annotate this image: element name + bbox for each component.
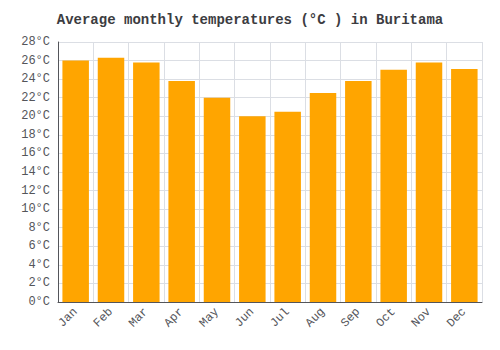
- svg-text:12°C: 12°C: [21, 184, 50, 198]
- svg-text:Feb: Feb: [91, 305, 116, 330]
- svg-text:May: May: [197, 305, 222, 330]
- svg-text:2°C: 2°C: [28, 276, 50, 290]
- svg-text:Jun: Jun: [232, 305, 257, 330]
- svg-text:28°C: 28°C: [21, 35, 50, 49]
- svg-text:10°C: 10°C: [21, 202, 50, 216]
- svg-text:6°C: 6°C: [28, 239, 50, 253]
- svg-text:Oct: Oct: [373, 305, 398, 330]
- svg-text:Dec: Dec: [444, 305, 469, 330]
- svg-text:8°C: 8°C: [28, 221, 50, 235]
- svg-text:18°C: 18°C: [21, 128, 50, 142]
- svg-text:Jul: Jul: [267, 305, 292, 330]
- svg-text:Average monthly temperatures (: Average monthly temperatures (°C ) in Bu…: [57, 12, 444, 28]
- svg-text:4°C: 4°C: [28, 258, 50, 272]
- svg-text:Nov: Nov: [409, 305, 434, 330]
- svg-text:16°C: 16°C: [21, 146, 50, 160]
- svg-text:Sep: Sep: [338, 305, 363, 330]
- svg-text:Aug: Aug: [303, 305, 328, 330]
- svg-text:24°C: 24°C: [21, 72, 50, 86]
- svg-text:14°C: 14°C: [21, 165, 50, 179]
- svg-text:Jan: Jan: [55, 305, 80, 330]
- svg-text:20°C: 20°C: [21, 109, 50, 123]
- svg-text:26°C: 26°C: [21, 54, 50, 68]
- svg-text:Apr: Apr: [161, 305, 186, 330]
- svg-text:22°C: 22°C: [21, 91, 50, 105]
- svg-text:Mar: Mar: [126, 305, 151, 330]
- svg-text:0°C: 0°C: [28, 295, 50, 309]
